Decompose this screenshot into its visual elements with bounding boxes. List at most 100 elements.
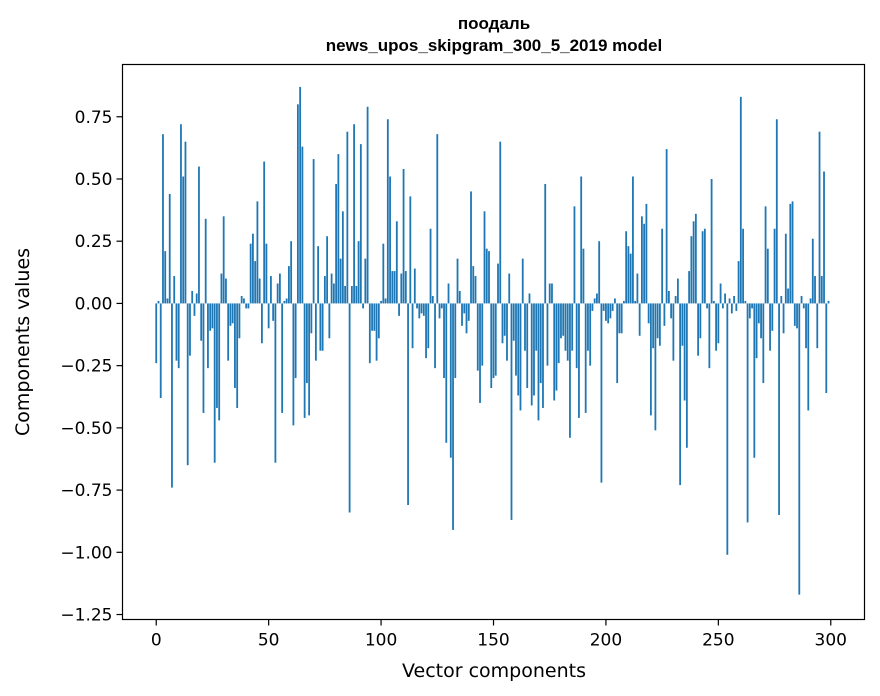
bar xyxy=(632,176,634,304)
bar xyxy=(688,271,691,304)
bar xyxy=(681,303,684,346)
bar xyxy=(461,303,463,326)
plot-frame xyxy=(121,63,866,621)
bar xyxy=(737,261,740,304)
bar xyxy=(537,303,540,421)
bar xyxy=(339,258,342,304)
x-tick-label: 50 xyxy=(258,631,280,651)
bar xyxy=(470,191,472,304)
y-tick-label: 0.00 xyxy=(75,294,113,314)
bar xyxy=(314,303,317,361)
bar xyxy=(481,303,484,366)
bar xyxy=(755,303,758,359)
bar xyxy=(438,303,441,319)
bar xyxy=(270,276,272,304)
bar xyxy=(220,273,223,304)
bar xyxy=(346,131,349,304)
bar xyxy=(290,241,293,304)
bar xyxy=(719,283,722,304)
bar xyxy=(618,303,621,334)
bar xyxy=(413,268,416,304)
bar xyxy=(820,276,823,304)
bar xyxy=(573,206,576,304)
bar xyxy=(733,295,735,304)
bar xyxy=(823,171,825,304)
bar xyxy=(332,283,335,304)
bar xyxy=(690,236,693,304)
bar xyxy=(364,258,367,304)
bar xyxy=(177,303,180,369)
bar xyxy=(647,303,650,324)
bar xyxy=(526,303,529,389)
bar xyxy=(463,303,466,314)
bar xyxy=(685,303,688,448)
bar xyxy=(216,303,218,408)
bar xyxy=(802,303,805,309)
y-axis-ticks: 0.75 0.50 0.25 0.00 −0.25 −0.50 −0.75 −1.00 −1.2… xyxy=(60,108,123,626)
bar xyxy=(211,303,214,329)
bar xyxy=(310,303,313,334)
bar xyxy=(809,298,812,304)
chart-title-line2: news_upos_skipgram_300_5_2019 model xyxy=(326,36,662,55)
bar xyxy=(638,303,641,336)
bar xyxy=(791,201,794,304)
bar xyxy=(155,303,158,364)
bar xyxy=(447,283,450,304)
bar xyxy=(308,303,311,416)
bar xyxy=(323,276,326,304)
bar xyxy=(256,201,259,304)
bar xyxy=(499,141,502,304)
bar xyxy=(258,278,261,304)
bar xyxy=(814,276,816,304)
bar xyxy=(386,119,389,304)
bar xyxy=(564,303,567,351)
bar xyxy=(605,303,607,321)
bar xyxy=(476,303,479,371)
bar xyxy=(548,283,551,304)
bar xyxy=(517,303,520,396)
bar xyxy=(418,303,421,319)
bar xyxy=(649,303,652,416)
bar xyxy=(764,206,767,304)
bar xyxy=(692,221,695,304)
bar xyxy=(607,303,610,324)
bar xyxy=(510,303,513,520)
bar xyxy=(249,243,252,304)
bar xyxy=(555,303,558,391)
bar xyxy=(274,303,277,463)
bar xyxy=(602,303,605,311)
x-tick-label: 200 xyxy=(590,631,622,651)
bar xyxy=(557,303,560,364)
bar xyxy=(497,263,499,304)
bar xyxy=(348,303,351,513)
bar xyxy=(553,303,556,401)
bar xyxy=(735,303,738,311)
bar xyxy=(530,303,533,406)
bar xyxy=(436,134,439,304)
bar xyxy=(728,298,731,304)
bar xyxy=(326,236,329,304)
bar xyxy=(739,96,742,304)
bar xyxy=(753,303,756,458)
bar xyxy=(186,303,189,466)
bar xyxy=(409,196,412,304)
bar xyxy=(449,303,452,458)
bar xyxy=(317,246,320,304)
bar xyxy=(600,303,603,483)
bar xyxy=(544,183,547,304)
y-tick-label: −0.50 xyxy=(60,419,112,439)
bar xyxy=(247,303,250,309)
bar xyxy=(328,303,331,339)
bar xyxy=(717,303,720,344)
bar xyxy=(789,203,792,304)
bar xyxy=(321,303,324,351)
bar xyxy=(827,300,830,304)
bar xyxy=(578,303,580,418)
bar xyxy=(546,303,549,366)
y-axis-label: Components values xyxy=(12,248,34,436)
bar xyxy=(402,169,405,304)
bar xyxy=(236,303,239,408)
bar xyxy=(542,303,544,408)
bar xyxy=(652,303,655,349)
